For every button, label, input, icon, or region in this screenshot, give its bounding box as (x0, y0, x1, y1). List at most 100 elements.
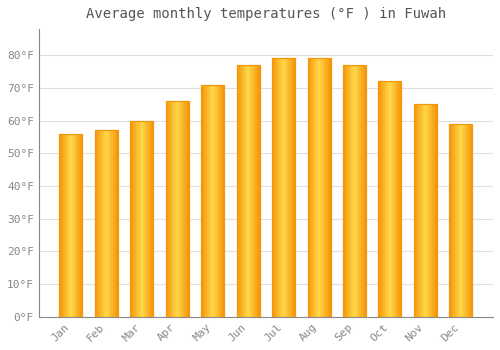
Bar (316, 58, 317, 317)
Bar (284, 58, 285, 317)
Bar (451, 124, 452, 317)
Bar (60, 134, 61, 317)
Bar (105, 131, 106, 317)
Bar (256, 65, 258, 317)
Bar (169, 101, 170, 317)
Bar (250, 65, 252, 317)
Bar (323, 58, 324, 317)
Bar (378, 81, 402, 317)
Bar (357, 65, 358, 317)
Bar (390, 81, 392, 317)
Bar (222, 85, 224, 317)
Bar (108, 131, 110, 317)
Bar (309, 58, 310, 317)
Bar (278, 58, 279, 317)
Bar (101, 131, 102, 317)
Bar (432, 104, 433, 317)
Bar (353, 65, 354, 317)
Bar (450, 124, 472, 317)
Bar (389, 81, 390, 317)
Bar (276, 58, 278, 317)
Bar (461, 124, 462, 317)
Bar (242, 65, 243, 317)
Bar (468, 124, 469, 317)
Bar (308, 58, 330, 317)
Bar (205, 85, 206, 317)
Bar (95, 131, 118, 317)
Bar (433, 104, 434, 317)
Bar (68, 134, 70, 317)
Bar (176, 101, 178, 317)
Bar (313, 58, 314, 317)
Bar (75, 134, 76, 317)
Bar (421, 104, 422, 317)
Bar (117, 131, 118, 317)
Bar (344, 65, 346, 317)
Bar (272, 58, 273, 317)
Bar (166, 101, 189, 317)
Bar (111, 131, 112, 317)
Bar (364, 65, 366, 317)
Bar (288, 58, 289, 317)
Bar (152, 121, 154, 317)
Bar (78, 134, 80, 317)
Bar (458, 124, 460, 317)
Bar (347, 65, 348, 317)
Bar (286, 58, 288, 317)
Bar (115, 131, 116, 317)
Bar (382, 81, 383, 317)
Bar (148, 121, 149, 317)
Bar (450, 124, 451, 317)
Bar (294, 58, 295, 317)
Bar (67, 134, 68, 317)
Bar (65, 134, 66, 317)
Bar (343, 65, 366, 317)
Bar (172, 101, 174, 317)
Bar (452, 124, 453, 317)
Bar (317, 58, 318, 317)
Bar (396, 81, 397, 317)
Bar (308, 58, 330, 317)
Bar (426, 104, 427, 317)
Bar (359, 65, 360, 317)
Bar (276, 58, 277, 317)
Bar (379, 81, 380, 317)
Bar (76, 134, 77, 317)
Bar (130, 121, 154, 317)
Bar (81, 134, 82, 317)
Bar (174, 101, 175, 317)
Bar (215, 85, 216, 317)
Bar (272, 58, 295, 317)
Bar (470, 124, 471, 317)
Bar (399, 81, 400, 317)
Bar (204, 85, 205, 317)
Bar (283, 58, 284, 317)
Bar (400, 81, 401, 317)
Bar (206, 85, 208, 317)
Bar (290, 58, 292, 317)
Bar (327, 58, 328, 317)
Bar (184, 101, 185, 317)
Bar (130, 121, 154, 317)
Bar (280, 58, 281, 317)
Bar (140, 121, 141, 317)
Bar (354, 65, 356, 317)
Bar (98, 131, 100, 317)
Bar (350, 65, 352, 317)
Bar (434, 104, 436, 317)
Bar (254, 65, 255, 317)
Bar (171, 101, 172, 317)
Bar (188, 101, 189, 317)
Bar (464, 124, 466, 317)
Bar (114, 131, 115, 317)
Bar (466, 124, 467, 317)
Bar (454, 124, 456, 317)
Bar (462, 124, 463, 317)
Bar (236, 65, 260, 317)
Bar (70, 134, 71, 317)
Bar (422, 104, 423, 317)
Bar (320, 58, 322, 317)
Bar (212, 85, 213, 317)
Bar (180, 101, 181, 317)
Bar (378, 81, 402, 317)
